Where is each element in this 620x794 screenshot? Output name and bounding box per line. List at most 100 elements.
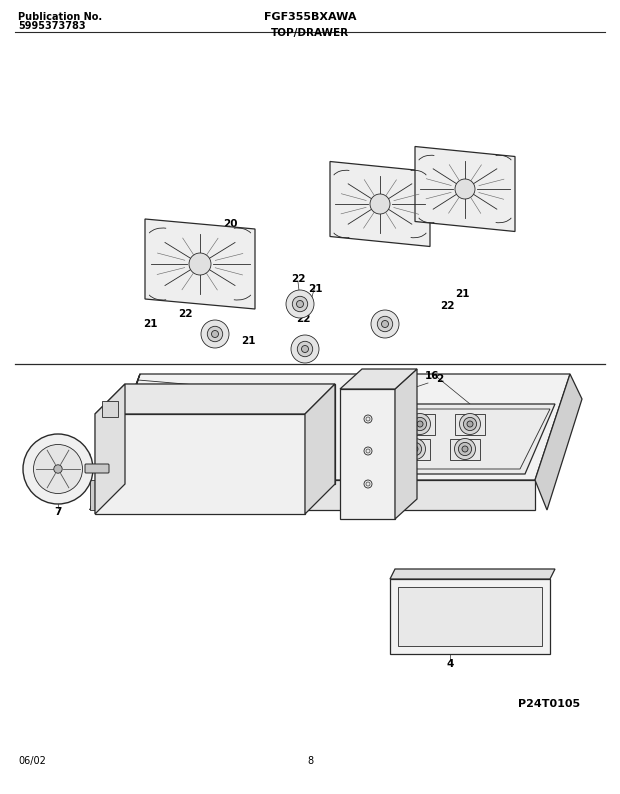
Text: 5995373783: 5995373783: [18, 21, 86, 31]
Circle shape: [242, 445, 259, 462]
Circle shape: [417, 421, 423, 427]
Circle shape: [371, 310, 399, 338]
Text: 21: 21: [454, 289, 469, 299]
Circle shape: [54, 464, 62, 473]
Circle shape: [201, 320, 229, 348]
Text: eReplacementParts.com: eReplacementParts.com: [219, 387, 381, 400]
Text: 22: 22: [291, 274, 305, 284]
Circle shape: [404, 438, 425, 460]
Polygon shape: [95, 384, 125, 514]
Polygon shape: [90, 374, 140, 510]
Circle shape: [162, 393, 188, 419]
Circle shape: [409, 414, 430, 434]
Circle shape: [292, 296, 308, 312]
Text: TOP/DRAWER: TOP/DRAWER: [271, 28, 349, 38]
Circle shape: [236, 415, 244, 422]
Circle shape: [414, 418, 427, 430]
Polygon shape: [166, 430, 204, 457]
Polygon shape: [340, 389, 395, 519]
Polygon shape: [415, 147, 515, 232]
Text: 21: 21: [143, 319, 157, 329]
Polygon shape: [95, 384, 335, 414]
Text: 22: 22: [296, 314, 310, 324]
Polygon shape: [125, 384, 335, 484]
Circle shape: [211, 330, 218, 337]
Text: FGF355BXAWA: FGF355BXAWA: [264, 12, 356, 22]
Circle shape: [301, 345, 309, 353]
FancyBboxPatch shape: [85, 464, 109, 473]
Circle shape: [181, 440, 189, 448]
Polygon shape: [231, 441, 269, 468]
Text: 1: 1: [326, 384, 334, 394]
Polygon shape: [400, 438, 430, 460]
Circle shape: [167, 398, 184, 414]
Circle shape: [370, 194, 390, 214]
Circle shape: [189, 253, 211, 275]
Circle shape: [171, 403, 179, 410]
Polygon shape: [221, 406, 259, 432]
Text: 7: 7: [55, 507, 61, 517]
Text: 20: 20: [441, 179, 455, 189]
Polygon shape: [390, 579, 550, 654]
Polygon shape: [305, 384, 335, 514]
Polygon shape: [100, 374, 570, 480]
Polygon shape: [398, 587, 542, 646]
Circle shape: [364, 447, 372, 455]
Polygon shape: [156, 393, 194, 419]
Circle shape: [291, 335, 319, 363]
Circle shape: [412, 446, 418, 452]
Text: 21: 21: [308, 284, 322, 294]
Text: 8: 8: [307, 756, 313, 766]
Polygon shape: [455, 414, 485, 434]
Polygon shape: [100, 389, 330, 419]
Circle shape: [381, 321, 389, 327]
Circle shape: [364, 415, 372, 423]
Circle shape: [246, 450, 254, 458]
Polygon shape: [535, 374, 582, 510]
Circle shape: [454, 438, 476, 460]
Circle shape: [286, 290, 314, 318]
Polygon shape: [395, 369, 417, 519]
Polygon shape: [330, 161, 430, 246]
Circle shape: [458, 442, 472, 456]
Polygon shape: [370, 404, 555, 474]
Circle shape: [33, 445, 82, 494]
Circle shape: [232, 410, 249, 427]
Polygon shape: [390, 569, 555, 579]
Text: Publication No.: Publication No.: [18, 12, 102, 22]
Text: 06/02: 06/02: [18, 756, 46, 766]
Text: 20: 20: [381, 171, 396, 181]
Circle shape: [462, 446, 468, 452]
Text: 21: 21: [241, 336, 255, 346]
Polygon shape: [102, 401, 118, 417]
Circle shape: [177, 436, 193, 453]
Text: 22: 22: [440, 301, 454, 311]
Polygon shape: [405, 414, 435, 434]
Circle shape: [227, 406, 254, 432]
Circle shape: [459, 414, 481, 434]
Text: P24T0105: P24T0105: [518, 699, 580, 709]
Polygon shape: [450, 438, 480, 460]
Text: 22: 22: [178, 309, 192, 319]
Circle shape: [409, 442, 422, 456]
Text: 2: 2: [436, 374, 444, 384]
Polygon shape: [95, 414, 305, 514]
Polygon shape: [90, 480, 100, 510]
Circle shape: [172, 430, 198, 457]
Polygon shape: [340, 369, 417, 389]
Circle shape: [207, 326, 223, 341]
Text: 20: 20: [223, 219, 237, 229]
Text: 16: 16: [425, 371, 439, 381]
Text: 20: 20: [156, 222, 171, 232]
Circle shape: [378, 316, 392, 332]
Circle shape: [298, 341, 312, 357]
Circle shape: [467, 421, 473, 427]
Circle shape: [23, 434, 93, 504]
Circle shape: [455, 179, 475, 199]
Circle shape: [364, 480, 372, 488]
Polygon shape: [100, 480, 535, 510]
Text: 4: 4: [446, 659, 454, 669]
Circle shape: [237, 441, 264, 468]
Circle shape: [296, 300, 304, 307]
Polygon shape: [145, 219, 255, 309]
